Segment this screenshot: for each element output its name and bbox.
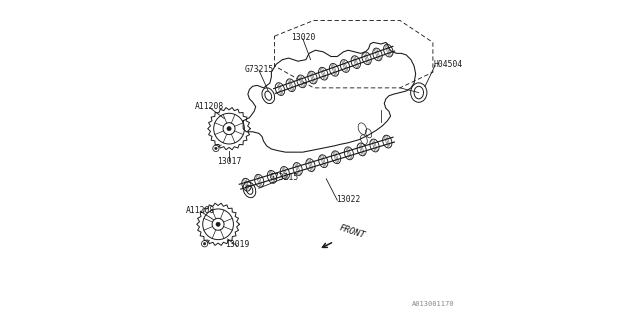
Text: 13019: 13019 bbox=[225, 240, 249, 249]
Text: G73215: G73215 bbox=[269, 173, 299, 182]
Text: 13022: 13022 bbox=[336, 195, 360, 204]
Circle shape bbox=[227, 126, 231, 131]
Circle shape bbox=[204, 243, 206, 245]
Text: A013001170: A013001170 bbox=[412, 301, 455, 308]
Text: A11208: A11208 bbox=[195, 102, 224, 111]
Text: 13020: 13020 bbox=[291, 33, 315, 42]
Text: A11208: A11208 bbox=[186, 206, 215, 215]
Text: FRONT: FRONT bbox=[338, 223, 367, 240]
Text: H04504: H04504 bbox=[433, 60, 463, 69]
Text: 13017: 13017 bbox=[217, 157, 241, 166]
Circle shape bbox=[214, 147, 217, 150]
Text: G73215: G73215 bbox=[244, 65, 273, 74]
Circle shape bbox=[216, 222, 220, 227]
